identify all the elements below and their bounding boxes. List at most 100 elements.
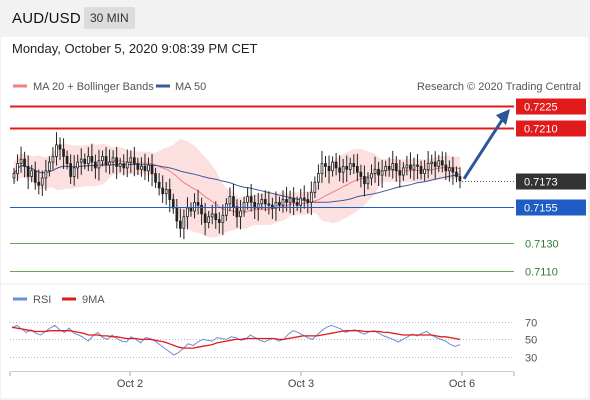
- rsi-legend: RSI 9MA: [13, 294, 105, 306]
- candle-body: [384, 165, 388, 172]
- candle-body: [256, 203, 260, 209]
- price-candle: [327, 155, 331, 184]
- level-last-price: 0.7173: [462, 173, 586, 190]
- price-candle: [122, 154, 126, 176]
- price-candle: [249, 183, 253, 212]
- candle-body: [221, 214, 225, 223]
- credit-text: Research © 2020 Trading Central: [417, 81, 581, 93]
- candle-body: [447, 167, 451, 172]
- price-candle: [384, 160, 388, 177]
- candle-body: [168, 188, 172, 200]
- price-candle: [175, 198, 179, 229]
- candle-body: [90, 155, 94, 163]
- price-candle: [267, 191, 271, 215]
- candle-body: [253, 201, 256, 209]
- price-candle: [182, 209, 186, 240]
- price-candle: [37, 169, 41, 195]
- candle-body: [147, 164, 150, 172]
- price-candle: [40, 170, 44, 197]
- candle-body: [132, 157, 136, 164]
- price-candle: [270, 197, 274, 220]
- level-resistance: 0.7225: [10, 98, 586, 115]
- candle-body: [189, 207, 193, 212]
- candle-body: [355, 165, 359, 173]
- candle-body: [302, 197, 306, 200]
- candle-body: [401, 167, 405, 176]
- price-candle: [196, 189, 200, 215]
- price-candle: [288, 190, 292, 214]
- candle-body: [331, 161, 334, 172]
- price-candle: [355, 153, 359, 182]
- price-candle: [348, 157, 352, 176]
- candle-body: [30, 170, 34, 177]
- price-candle: [309, 181, 313, 216]
- candle-body: [370, 173, 373, 179]
- candle-body: [239, 210, 242, 218]
- level-label: 0.7130: [525, 239, 559, 251]
- candle-body: [274, 201, 278, 209]
- price-candle: [125, 149, 129, 178]
- candle-body: [409, 164, 412, 170]
- price-candle: [193, 193, 196, 219]
- price-candle: [157, 173, 161, 196]
- x-tick-label: Oct 2: [117, 378, 143, 390]
- price-candle: [150, 154, 154, 187]
- level-tag: [516, 173, 586, 190]
- candle-body: [19, 158, 23, 164]
- price-candle: [341, 158, 345, 184]
- candle-body: [125, 161, 129, 169]
- level-label: 0.7173: [524, 177, 558, 189]
- rsi-gridline: 70: [10, 318, 537, 330]
- price-candle: [200, 197, 203, 225]
- candle-body: [444, 164, 448, 172]
- candle-body: [58, 144, 62, 150]
- candle-body: [249, 196, 253, 203]
- candle-body: [171, 199, 175, 209]
- candle-body: [270, 204, 274, 209]
- price-candle: [203, 202, 207, 236]
- header: AUD/USD 30 MIN: [0, 0, 590, 36]
- price-candle: [232, 183, 235, 216]
- candle-body: [214, 213, 218, 220]
- candle-body: [210, 213, 214, 218]
- price-candle: [377, 161, 380, 186]
- candle-body: [232, 196, 235, 208]
- level-resistance: 0.7210: [10, 120, 586, 137]
- candle-body: [352, 163, 356, 167]
- price-candle: [363, 165, 366, 197]
- candle-body: [320, 163, 324, 175]
- price-candle: [97, 149, 101, 181]
- x-tick-label: Oct 3: [288, 378, 314, 390]
- candle-body: [433, 161, 437, 167]
- price-candle: [426, 150, 430, 179]
- candle-body: [122, 163, 126, 169]
- candle-body: [154, 173, 157, 183]
- price-candle: [320, 150, 324, 183]
- level-label: 0.7210: [524, 124, 558, 136]
- levels-layer: 0.7225 0.7210 0.7173 0.7155 0.7130 0.7110: [10, 98, 586, 279]
- price-candle: [394, 156, 398, 182]
- candle-body: [285, 199, 288, 203]
- candle-body: [161, 187, 164, 195]
- arrow-shaft: [462, 116, 506, 180]
- price-candle: [224, 198, 228, 222]
- rsi-legend-label: RSI: [33, 294, 51, 306]
- price-candle: [76, 154, 79, 179]
- price-candle: [12, 167, 16, 184]
- price-candle: [366, 172, 370, 190]
- rsi-ma-line: [11, 326, 461, 349]
- candle-body: [97, 160, 101, 169]
- price-candle: [331, 156, 334, 177]
- chart-datetime: Monday, October 5, 2020 9:08:39 PM CET: [12, 41, 258, 56]
- price-candle: [168, 178, 172, 213]
- candle-body: [242, 201, 246, 212]
- x-axis: Oct 2 Oct 3 Oct 6: [9, 371, 515, 390]
- price-candle: [412, 157, 416, 181]
- candle-body: [267, 203, 271, 206]
- price-candle: [306, 192, 310, 214]
- price-candle: [186, 197, 189, 230]
- price-candle: [338, 155, 342, 182]
- price-candle: [458, 167, 462, 189]
- timeframe-button[interactable]: 30 MIN: [84, 7, 135, 29]
